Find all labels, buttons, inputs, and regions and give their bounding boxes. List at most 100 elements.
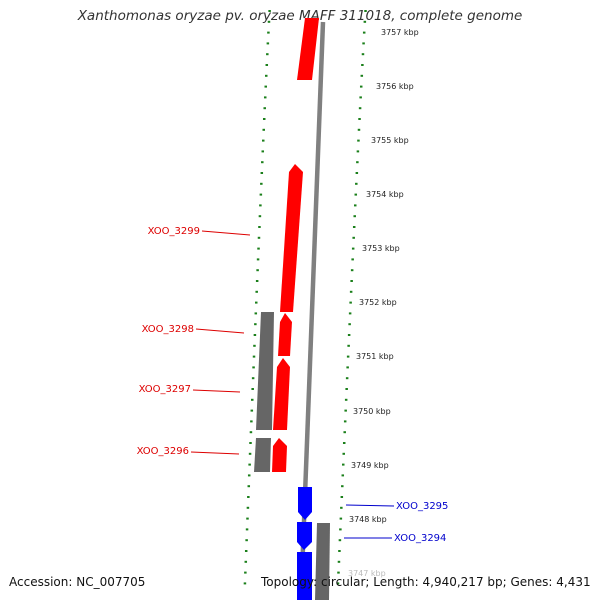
- gene-xoo-3297[interactable]: [273, 358, 290, 430]
- tick-tracks: [243, 10, 367, 585]
- minor-tick: [351, 258, 354, 261]
- scale-label-3754: 3754 kbp: [366, 190, 404, 199]
- minor-tick: [348, 323, 351, 326]
- minor-tick: [343, 431, 346, 434]
- minor-tick: [247, 496, 250, 498]
- minor-tick: [362, 31, 366, 34]
- feature-bar: [256, 312, 274, 430]
- minor-tick: [253, 344, 256, 347]
- right-dot-track: [336, 10, 367, 585]
- minor-tick: [258, 215, 262, 218]
- gene-bottom-partial: [297, 552, 312, 600]
- minor-tick: [355, 182, 358, 185]
- scale-label-3757: 3757 kbp: [381, 28, 419, 37]
- minor-tick: [256, 269, 259, 272]
- minor-tick: [262, 128, 265, 131]
- label-leaders: [190, 230, 395, 539]
- minor-tick: [266, 53, 269, 56]
- minor-tick: [341, 474, 345, 477]
- gene-xoo-3294[interactable]: [297, 522, 312, 550]
- feature-bar: [315, 523, 330, 600]
- minor-tick: [248, 463, 251, 466]
- gene-label-xoo-3296[interactable]: XOO_3296: [137, 446, 189, 457]
- gene-label-xoo-3298[interactable]: XOO_3298: [142, 324, 194, 335]
- minor-tick: [364, 10, 367, 12]
- minor-tick: [263, 107, 266, 110]
- minor-tick: [260, 172, 264, 174]
- minor-tick: [346, 355, 350, 358]
- minor-tick: [345, 377, 349, 380]
- gene-label-xoo-3297[interactable]: XOO_3297: [139, 384, 191, 395]
- leader-xoo-3295: [345, 504, 395, 507]
- minor-tick: [252, 355, 256, 358]
- minor-tick: [352, 236, 355, 239]
- gene-xoo-3295[interactable]: [298, 487, 312, 520]
- gene-labels: XOO_3299 XOO_3298 XOO_3297 XOO_3296 XOO_…: [137, 226, 449, 544]
- minor-tick: [354, 193, 358, 196]
- forward-genes: [272, 18, 319, 472]
- genome-title: Xanthomonas oryzae pv. oryzae MAFF 31101…: [77, 8, 523, 24]
- gene-label-xoo-3295[interactable]: XOO_3295: [396, 501, 448, 512]
- minor-tick: [261, 150, 265, 153]
- minor-tick: [349, 290, 353, 293]
- minor-tick: [357, 128, 361, 131]
- gene-label-xoo-3294[interactable]: XOO_3294: [394, 533, 446, 544]
- minor-tick: [362, 42, 365, 45]
- minor-tick: [254, 323, 257, 326]
- minor-tick: [259, 193, 263, 196]
- scale-label-3753: 3753 kbp: [362, 244, 400, 253]
- reverse-genes: [297, 487, 312, 600]
- scale-label-3749: 3749 kbp: [351, 461, 389, 470]
- left-dot-track: [243, 10, 271, 585]
- minor-tick: [347, 344, 350, 347]
- scale-label-3756: 3756 kbp: [376, 82, 414, 91]
- minor-tick: [255, 280, 259, 282]
- minor-tick: [349, 301, 352, 304]
- gene-xoo-3298[interactable]: [278, 313, 292, 356]
- minor-tick: [344, 398, 348, 401]
- minor-tick: [244, 560, 248, 563]
- minor-tick: [244, 571, 247, 574]
- minor-tick: [249, 442, 252, 444]
- minor-tick: [351, 247, 355, 250]
- minor-tick: [347, 334, 351, 336]
- minor-tick: [262, 139, 265, 142]
- minor-tick: [250, 409, 254, 412]
- minor-tick: [257, 247, 260, 250]
- minor-tick: [258, 226, 261, 228]
- minor-tick: [341, 485, 344, 488]
- minor-tick: [340, 496, 344, 498]
- minor-tick: [342, 463, 345, 466]
- minor-tick: [343, 420, 347, 423]
- minor-tick: [337, 560, 341, 563]
- minor-tick: [262, 118, 266, 120]
- minor-tick: [345, 388, 348, 390]
- minor-tick: [259, 204, 262, 207]
- feature-bar: [254, 438, 271, 472]
- minor-tick: [245, 528, 249, 531]
- minor-tick: [356, 150, 360, 153]
- gene-xoo-3296[interactable]: [272, 438, 287, 472]
- minor-tick: [342, 452, 345, 455]
- minor-tick: [360, 74, 364, 77]
- minor-tick: [352, 226, 356, 228]
- minor-tick: [359, 85, 363, 88]
- scale-label-3747: 3747 kbp: [348, 569, 386, 578]
- minor-tick: [248, 452, 252, 455]
- minor-tick: [363, 20, 367, 23]
- minor-tick: [252, 366, 255, 369]
- gene-label-xoo-3299[interactable]: XOO_3299: [148, 226, 200, 237]
- leader-xoo-3299: [201, 230, 251, 236]
- minor-tick: [249, 431, 253, 434]
- minor-tick: [358, 118, 361, 120]
- minor-tick: [265, 74, 268, 77]
- minor-tick: [342, 442, 346, 444]
- scale-labels: 3757 kbp 3756 kbp 3755 kbp 3754 kbp 3753…: [348, 28, 419, 578]
- minor-tick: [255, 290, 258, 293]
- scale-label-3748: 3748 kbp: [349, 515, 387, 524]
- minor-tick: [350, 280, 353, 282]
- minor-tick: [253, 334, 257, 336]
- gene-xoo-3299[interactable]: [280, 164, 303, 312]
- minor-tick: [350, 269, 354, 272]
